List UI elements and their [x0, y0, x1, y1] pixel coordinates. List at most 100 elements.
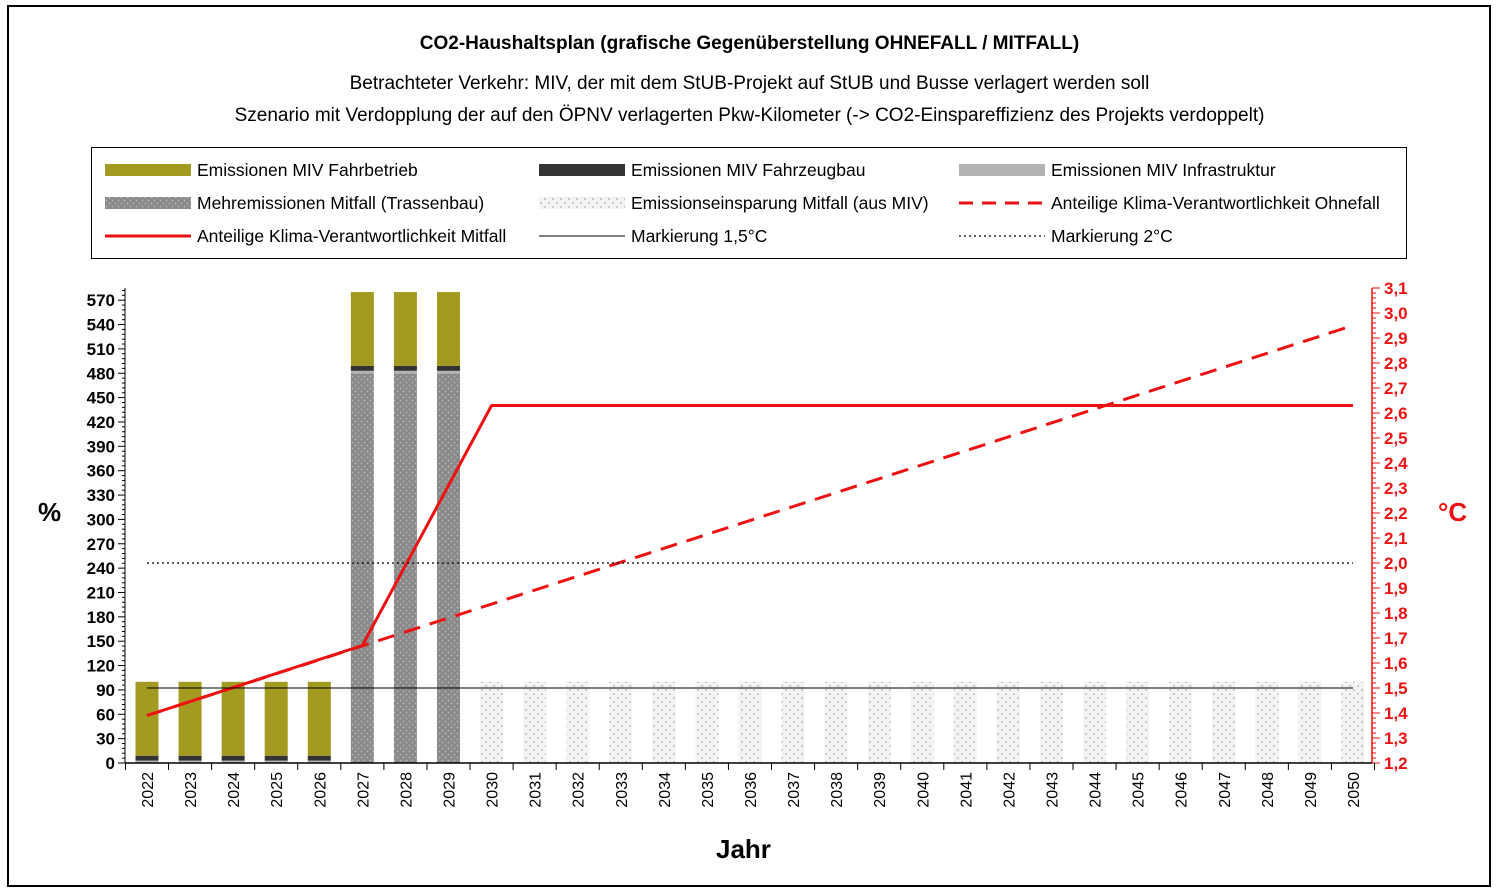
y-tick-label-left: 390 — [87, 437, 115, 456]
bar-emissionen-miv-fahrbetrieb-2027 — [350, 292, 374, 366]
bar-emissionen-miv-fahrzeugbau-2023 — [178, 755, 202, 761]
x-tick-label: 2023 — [183, 772, 200, 808]
legend-item-mitfall: Anteilige Klima-Verantwortlichkeit Mitfa… — [105, 223, 506, 249]
bar-mehremissionen-mitfall-trassenbau-2027 — [350, 373, 374, 763]
y-tick-label-left: 90 — [96, 681, 115, 700]
y-tick-label-right: 1,5 — [1384, 679, 1408, 698]
legend-item-infrastruktur: Emissionen MIV Infrastruktur — [959, 157, 1276, 183]
bar-emissionen-miv-infrastruktur-2023 — [178, 760, 202, 763]
bar-emissionseinsparung-mitfall-aus-miv-2043 — [1039, 681, 1063, 763]
x-tick-label: 2034 — [657, 772, 674, 808]
bar-emissionseinsparung-mitfall-aus-miv-2049 — [1298, 681, 1322, 763]
y-tick-label-left: 240 — [87, 559, 115, 578]
x-tick-label: 2038 — [829, 772, 846, 808]
legend-swatch-infrastruktur — [959, 164, 1045, 176]
x-axis-title: Jahr — [716, 834, 771, 864]
x-tick-label: 2033 — [614, 772, 631, 808]
y-tick-label-left: 420 — [87, 413, 115, 432]
bar-emissionseinsparung-mitfall-aus-miv-2041 — [953, 681, 977, 763]
chart-subtitle-2: Szenario mit Verdopplung der auf den ÖPN… — [234, 105, 1265, 126]
bar-emissionen-miv-fahrbetrieb-2028 — [393, 292, 417, 366]
x-tick-label: 2031 — [528, 772, 545, 808]
legend-item-ohnefall: Anteilige Klima-Verantwortlichkeit Ohnef… — [959, 190, 1380, 216]
x-tick-label: 2042 — [1001, 772, 1018, 808]
bar-emissionseinsparung-mitfall-aus-miv-2045 — [1126, 681, 1150, 763]
y-tick-label-right: 2,8 — [1384, 354, 1408, 373]
legend: Emissionen MIV Fahrbetrieb Emissionen MI… — [91, 147, 1407, 259]
legend-swatch-fahrbetrieb — [105, 164, 191, 176]
legend-label: Anteilige Klima-Verantwortlichkeit Mitfa… — [197, 225, 507, 246]
y-tick-label-right: 3,1 — [1384, 279, 1408, 298]
bar-emissionseinsparung-mitfall-aus-miv-2044 — [1083, 681, 1107, 763]
y-tick-label-left: 330 — [87, 486, 115, 505]
bar-emissionen-miv-fahrbetrieb-2025 — [264, 681, 288, 756]
legend-label: Markierung 2°C — [1051, 225, 1173, 246]
legend-label: Emissionen MIV Fahrzeugbau — [631, 159, 866, 180]
chart-subtitle-1: Betrachteter Verkehr: MIV, der mit dem S… — [349, 73, 1150, 94]
bar-emissionseinsparung-mitfall-aus-miv-2038 — [824, 681, 848, 763]
y-tick-label-right: 2,4 — [1384, 454, 1408, 473]
x-tick-label: 2041 — [958, 772, 975, 808]
legend-swatch-mitfall — [105, 234, 191, 238]
legend-swatch-trassenbau — [105, 197, 191, 209]
y-tick-label-left: 450 — [87, 389, 115, 408]
bar-emissionseinsparung-mitfall-aus-miv-2048 — [1255, 681, 1279, 763]
legend-item-markierung-2: Markierung 2°C — [959, 223, 1173, 249]
x-tick-label: 2040 — [915, 772, 932, 808]
x-tick-label: 2050 — [1346, 772, 1363, 808]
y-tick-label-left: 60 — [96, 705, 115, 724]
x-tick-label: 2025 — [269, 772, 286, 808]
y-tick-label-right: 2,1 — [1384, 529, 1408, 548]
legend-item-trassenbau: Mehremissionen Mitfall (Trassenbau) — [105, 190, 484, 216]
x-tick-label: 2047 — [1217, 772, 1234, 808]
bar-emissionen-miv-fahrbetrieb-2022 — [135, 681, 159, 756]
bar-emissionen-miv-infrastruktur-2025 — [264, 760, 288, 763]
y-tick-label-left: 540 — [87, 316, 115, 335]
bar-emissionseinsparung-mitfall-aus-miv-2033 — [609, 681, 633, 763]
chart-title: CO2-Haushaltsplan (grafische Gegenüberst… — [419, 33, 1080, 54]
legend-label: Markierung 1,5°C — [631, 225, 768, 246]
x-tick-label: 2048 — [1260, 772, 1277, 808]
legend-label: Emissionseinsparung Mitfall (aus MIV) — [631, 192, 929, 213]
bar-emissionen-miv-infrastruktur-2027 — [350, 370, 374, 374]
legend-swatch-einsparung — [539, 197, 625, 209]
bar-emissionen-miv-infrastruktur-2029 — [436, 370, 460, 374]
legend-label: Emissionen MIV Infrastruktur — [1051, 159, 1276, 180]
legend-swatch-ohnefall — [959, 201, 1045, 205]
y-tick-label-left: 270 — [87, 535, 115, 554]
y-tick-label-right: 2,9 — [1384, 329, 1408, 348]
bar-emissionseinsparung-mitfall-aus-miv-2032 — [566, 681, 590, 763]
legend-swatch-markierung-15 — [539, 235, 625, 237]
legend-swatch-fahrzeugbau — [539, 164, 625, 176]
y-tick-label-left: 0 — [106, 754, 115, 773]
y-axis-title-left: % — [38, 497, 62, 527]
y-tick-label-right: 2,6 — [1384, 404, 1408, 423]
x-tick-label: 2032 — [571, 772, 588, 808]
bar-emissionseinsparung-mitfall-aus-miv-2039 — [867, 681, 891, 763]
y-tick-label-right: 1,8 — [1384, 604, 1408, 623]
bar-emissionseinsparung-mitfall-aus-miv-2040 — [910, 681, 934, 763]
line-anteilige-klima-verantwortlichkeit-mitfall — [146, 404, 1353, 717]
x-tick-label: 2039 — [872, 772, 889, 808]
y-tick-label-right: 2,7 — [1384, 379, 1408, 398]
bar-emissionen-miv-fahrzeugbau-2029 — [436, 365, 460, 371]
y-tick-label-left: 510 — [87, 340, 115, 359]
legend-item-fahrzeugbau: Emissionen MIV Fahrzeugbau — [539, 157, 865, 183]
x-tick-label: 2044 — [1088, 772, 1105, 808]
bar-mehremissionen-mitfall-trassenbau-2029 — [436, 373, 460, 763]
y-tick-label-right: 3,0 — [1384, 304, 1408, 323]
bar-emissionseinsparung-mitfall-aus-miv-2050 — [1341, 681, 1365, 763]
x-tick-label: 2026 — [312, 772, 329, 808]
legend-label: Anteilige Klima-Verantwortlichkeit Ohnef… — [1051, 192, 1380, 213]
x-tick-label: 2049 — [1303, 772, 1320, 808]
bar-emissionseinsparung-mitfall-aus-miv-2036 — [738, 681, 762, 763]
bar-emissionen-miv-fahrbetrieb-2024 — [221, 681, 245, 756]
bar-emissionen-miv-fahrzeugbau-2026 — [307, 755, 331, 761]
y-tick-label-right: 2,0 — [1384, 554, 1408, 573]
bar-emissionen-miv-fahrbetrieb-2026 — [307, 681, 331, 756]
bar-emissionseinsparung-mitfall-aus-miv-2047 — [1212, 681, 1236, 763]
y-tick-label-right: 1,7 — [1384, 629, 1408, 648]
bar-emissionen-miv-infrastruktur-2024 — [221, 760, 245, 763]
y-tick-label-left: 30 — [96, 730, 115, 749]
x-tick-label: 2028 — [398, 772, 415, 808]
